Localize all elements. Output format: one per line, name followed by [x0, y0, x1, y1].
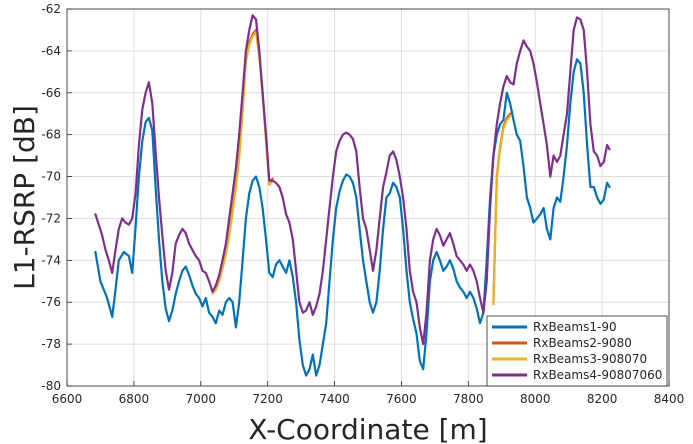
- legend-label-4: RxBeams4-90807060: [533, 368, 662, 382]
- x-axis-label: X-Coordinate [m]: [248, 413, 487, 444]
- series-group: [94, 14, 611, 377]
- series-line-4: [94, 14, 611, 346]
- plot-area-border: [66, 8, 670, 387]
- y-tick-label: -62: [41, 2, 61, 16]
- y-tick-label: -78: [41, 337, 61, 351]
- y-axis-ticks: -80 -78 -76 -74 -72 -70 -68 -66 -64 -62: [41, 2, 72, 393]
- x-tick-label: 7200: [252, 392, 283, 406]
- legend-label-2: RxBeams2-9080: [533, 336, 632, 350]
- series-line-1: [94, 58, 611, 377]
- y-tick-label: -68: [41, 128, 61, 142]
- legend: RxBeams1-90 RxBeams2-9080 RxBeams3-908070 R…: [486, 315, 668, 387]
- y-axis-label: L1-RSRP [dB]: [8, 105, 41, 290]
- x-tick-label: 8400: [654, 392, 685, 406]
- y-tick-label: -70: [41, 170, 61, 184]
- x-tick-label: 7600: [386, 392, 417, 406]
- x-tick-label: 7000: [186, 392, 217, 406]
- y-tick-label: -80: [41, 379, 61, 393]
- x-tick-label: 7400: [319, 392, 350, 406]
- y-tick-label: -76: [41, 295, 61, 309]
- x-tick-label: 6600: [52, 392, 83, 406]
- y-tick-label: -64: [41, 44, 61, 58]
- legend-label-1: RxBeams1-90: [533, 320, 617, 334]
- x-tick-label: 7800: [453, 392, 484, 406]
- x-tick-label: 6800: [119, 392, 150, 406]
- legend-label-3: RxBeams3-908070: [533, 352, 647, 366]
- x-tick-label: 8200: [587, 392, 618, 406]
- y-tick-label: -72: [41, 211, 61, 225]
- y-tick-label: -66: [41, 86, 61, 100]
- x-tick-label: 8000: [520, 392, 551, 406]
- y-tick-label: -74: [41, 253, 61, 267]
- x-axis-ticks: 6600 6800 7000 7200 7400 7600 7800 8000 8200 8400: [52, 381, 685, 406]
